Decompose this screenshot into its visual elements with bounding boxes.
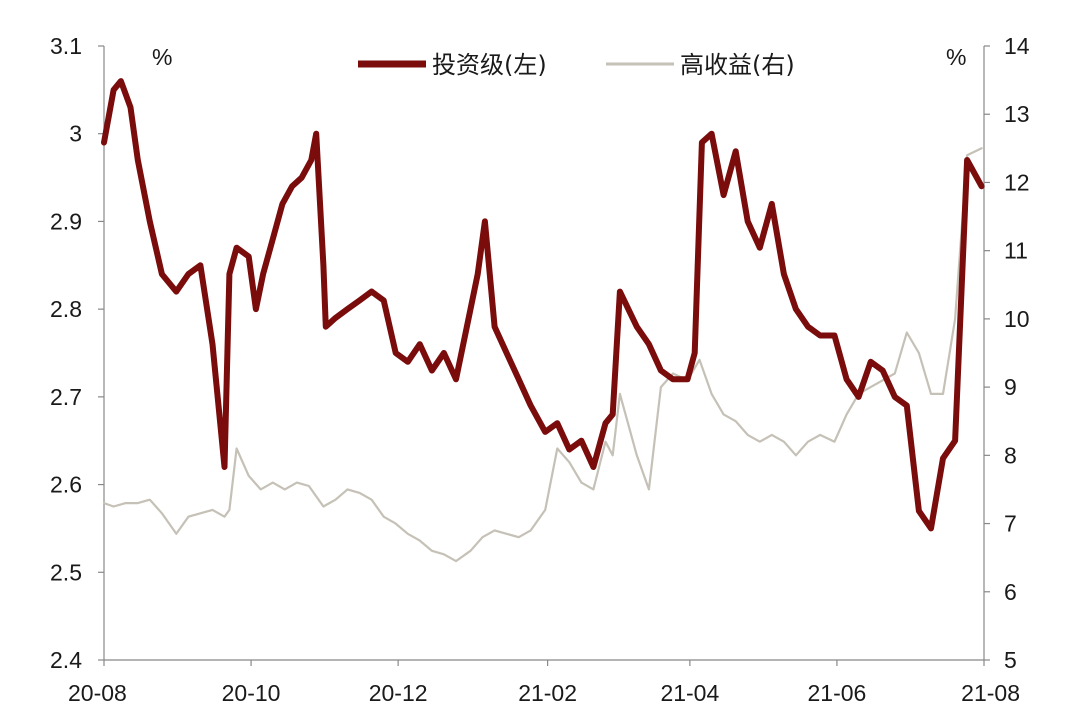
series-line-high-yield — [102, 147, 983, 563]
legend: 投资级(左) 高收益(右) — [358, 51, 795, 79]
x-tick-label: 21-02 — [518, 680, 577, 706]
left-tick-label: 3.1 — [50, 33, 82, 59]
left-tick-label: 3 — [69, 121, 82, 147]
right-tick-label: 7 — [1004, 511, 1017, 537]
x-tick-label: 21-04 — [660, 680, 719, 706]
series-line-investment-grade — [101, 78, 985, 532]
left-tick-label: 2.7 — [50, 384, 82, 410]
right-axis-unit: % — [946, 44, 966, 70]
right-tick-label: 9 — [1004, 374, 1017, 400]
left-tick-label: 2.5 — [50, 559, 82, 585]
left-tick-label: 2.4 — [50, 647, 82, 673]
legend-label-investment-grade: 投资级(左) — [432, 51, 547, 79]
legend-label-high-yield: 高收益(右) — [680, 51, 795, 79]
x-tick-label: 20-08 — [68, 680, 127, 706]
right-tick-label: 8 — [1004, 442, 1017, 468]
x-tick-label: 21-08 — [961, 680, 1020, 706]
right-tick-label: 5 — [1004, 647, 1017, 673]
right-tick-label: 10 — [1004, 306, 1030, 332]
right-tick-label: 6 — [1004, 579, 1017, 605]
x-tick-label: 20-10 — [222, 680, 281, 706]
right-tick-label: 12 — [1004, 169, 1030, 195]
left-tick-label: 2.6 — [50, 472, 82, 498]
left-axis-unit: % — [152, 44, 172, 70]
right-tick-label: 11 — [1004, 238, 1028, 264]
left-tick-label: 2.9 — [50, 208, 82, 234]
right-tick-label: 13 — [1004, 101, 1030, 127]
x-tick-label: 20-12 — [369, 680, 428, 706]
left-tick-label: 2.8 — [50, 296, 82, 322]
x-tick-label: 21-06 — [808, 680, 867, 706]
right-tick-label: 14 — [1004, 33, 1030, 59]
